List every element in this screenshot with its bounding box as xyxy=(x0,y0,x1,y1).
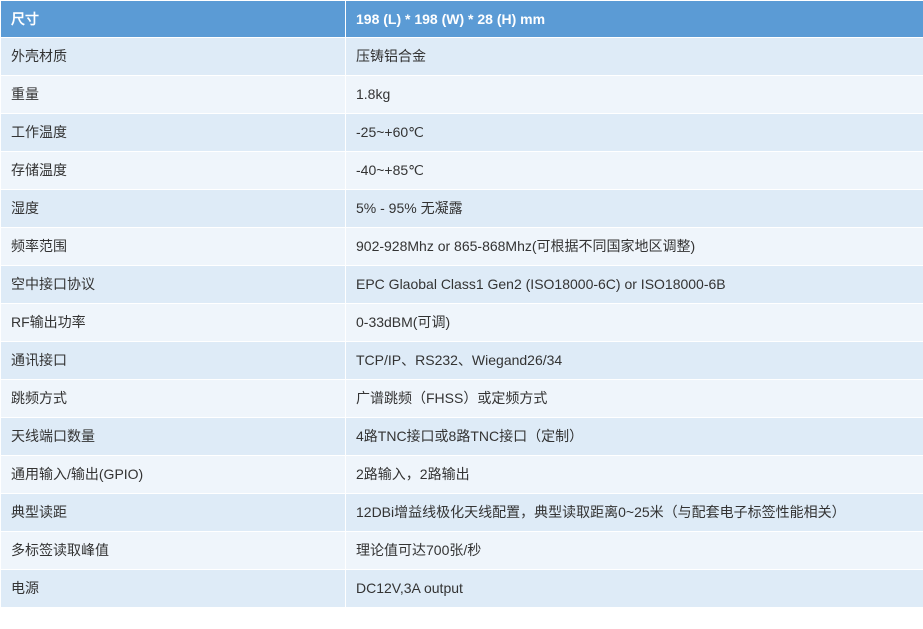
row-value: 广谱跳频（FHSS）或定频方式 xyxy=(346,380,923,418)
table-row: 外壳材质压铸铝合金 xyxy=(1,38,923,76)
row-value: 压铸铝合金 xyxy=(346,38,923,76)
row-value: 理论值可达700张/秒 xyxy=(346,532,923,570)
table-row: 通用输入/输出(GPIO)2路输入，2路输出 xyxy=(1,456,923,494)
row-label: 多标签读取峰值 xyxy=(1,532,346,570)
row-label: 存储温度 xyxy=(1,152,346,190)
row-label: 通讯接口 xyxy=(1,342,346,380)
row-value: 12DBi增益线极化天线配置，典型读取距离0~25米（与配套电子标签性能相关） xyxy=(346,494,923,532)
table-row: 典型读距12DBi增益线极化天线配置，典型读取距离0~25米（与配套电子标签性能… xyxy=(1,494,923,532)
row-value: 4路TNC接口或8路TNC接口（定制） xyxy=(346,418,923,456)
table-row: 跳频方式广谱跳频（FHSS）或定频方式 xyxy=(1,380,923,418)
row-value: 1.8kg xyxy=(346,76,923,114)
table-row: 天线端口数量4路TNC接口或8路TNC接口（定制） xyxy=(1,418,923,456)
row-label: 通用输入/输出(GPIO) xyxy=(1,456,346,494)
table-row: 通讯接口TCP/IP、RS232、Wiegand26/34 xyxy=(1,342,923,380)
table-row: 湿度5% - 95% 无凝露 xyxy=(1,190,923,228)
table-header-row: 尺寸 198 (L) * 198 (W) * 28 (H) mm xyxy=(1,1,923,38)
table-row: RF输出功率0-33dBM(可调) xyxy=(1,304,923,342)
row-label: 外壳材质 xyxy=(1,38,346,76)
row-label: 重量 xyxy=(1,76,346,114)
table-row: 存储温度-40~+85℃ xyxy=(1,152,923,190)
header-label: 尺寸 xyxy=(1,1,346,38)
row-value: DC12V,3A output xyxy=(346,570,923,608)
row-label: 典型读距 xyxy=(1,494,346,532)
row-label: 湿度 xyxy=(1,190,346,228)
table-row: 频率范围902-928Mhz or 865-868Mhz(可根据不同国家地区调整… xyxy=(1,228,923,266)
spec-table: 尺寸 198 (L) * 198 (W) * 28 (H) mm 外壳材质压铸铝… xyxy=(0,0,923,608)
row-value: -40~+85℃ xyxy=(346,152,923,190)
table-row: 电源DC12V,3A output xyxy=(1,570,923,608)
table-row: 空中接口协议EPC Glaobal Class1 Gen2 (ISO18000-… xyxy=(1,266,923,304)
row-value: 902-928Mhz or 865-868Mhz(可根据不同国家地区调整) xyxy=(346,228,923,266)
row-value: 2路输入，2路输出 xyxy=(346,456,923,494)
row-label: RF输出功率 xyxy=(1,304,346,342)
row-label: 工作温度 xyxy=(1,114,346,152)
table-row: 工作温度-25~+60℃ xyxy=(1,114,923,152)
row-value: EPC Glaobal Class1 Gen2 (ISO18000-6C) or… xyxy=(346,266,923,304)
header-value: 198 (L) * 198 (W) * 28 (H) mm xyxy=(346,1,923,38)
table-row: 重量1.8kg xyxy=(1,76,923,114)
row-value: 0-33dBM(可调) xyxy=(346,304,923,342)
row-label: 空中接口协议 xyxy=(1,266,346,304)
table-row: 多标签读取峰值理论值可达700张/秒 xyxy=(1,532,923,570)
row-label: 频率范围 xyxy=(1,228,346,266)
row-value: -25~+60℃ xyxy=(346,114,923,152)
row-label: 跳频方式 xyxy=(1,380,346,418)
row-value: 5% - 95% 无凝露 xyxy=(346,190,923,228)
row-label: 天线端口数量 xyxy=(1,418,346,456)
row-label: 电源 xyxy=(1,570,346,608)
row-value: TCP/IP、RS232、Wiegand26/34 xyxy=(346,342,923,380)
